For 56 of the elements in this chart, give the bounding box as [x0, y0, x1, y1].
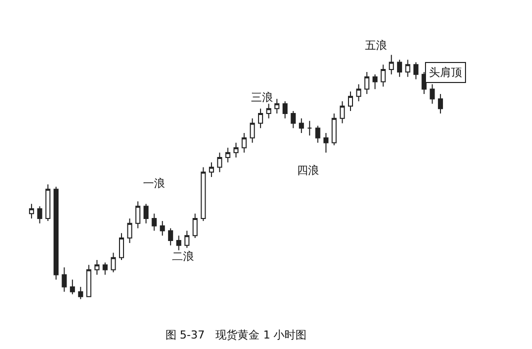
candlestick — [372, 74, 378, 90]
candlestick — [127, 218, 132, 244]
candlestick — [332, 113, 337, 146]
candlestick — [200, 166, 206, 222]
candlestick — [54, 186, 59, 280]
candlestick — [348, 91, 353, 112]
candlestick — [119, 232, 124, 261]
candlestick — [102, 262, 108, 276]
candlestick — [225, 147, 230, 163]
candlestick — [364, 71, 370, 94]
candlestick — [282, 100, 288, 119]
candlestick — [94, 260, 100, 276]
candlestick — [356, 84, 362, 102]
candlestick — [242, 132, 247, 154]
candlestick — [438, 93, 443, 114]
text: 图 5-37 现货黄金 1 小时图 — [165, 328, 307, 342]
candlestick — [340, 100, 345, 124]
annotation: 三浪 — [251, 91, 273, 104]
candlestick — [307, 120, 312, 136]
candlestick — [176, 235, 182, 251]
candlestick — [388, 54, 394, 75]
annotation: 四浪 — [297, 164, 319, 177]
annotation: 头肩顶 — [429, 66, 462, 79]
candlestick — [192, 213, 198, 239]
candlestick — [62, 266, 67, 292]
candlestick — [405, 59, 410, 78]
candlestick — [290, 110, 296, 129]
candlestick — [37, 206, 42, 224]
candlestick — [144, 203, 149, 224]
candlestick — [184, 230, 190, 248]
candlestick — [110, 252, 116, 273]
candlestick — [208, 162, 214, 178]
candlestick — [29, 203, 34, 220]
candlestick — [380, 64, 386, 88]
candlestick — [413, 62, 418, 80]
candlestick — [78, 286, 84, 300]
candlestick — [86, 264, 92, 298]
candlestick — [250, 118, 255, 144]
candlestick — [274, 98, 280, 114]
candlestick — [45, 184, 50, 222]
candlestick — [135, 200, 140, 229]
candlestick — [152, 213, 157, 232]
candlestick — [168, 228, 174, 246]
candlestick — [70, 279, 75, 295]
candlestick — [266, 103, 272, 119]
candlestick — [160, 220, 165, 236]
candlestick — [217, 152, 222, 173]
candlestick — [258, 108, 264, 129]
candlestick — [323, 132, 328, 154]
candlestick — [234, 142, 238, 158]
text: 五浪 — [365, 39, 387, 52]
candlestick — [298, 118, 304, 134]
candlestick — [315, 125, 320, 144]
candlestick — [397, 59, 402, 78]
annotation: 二浪 — [172, 250, 194, 263]
annotation: 一浪 — [143, 177, 165, 190]
